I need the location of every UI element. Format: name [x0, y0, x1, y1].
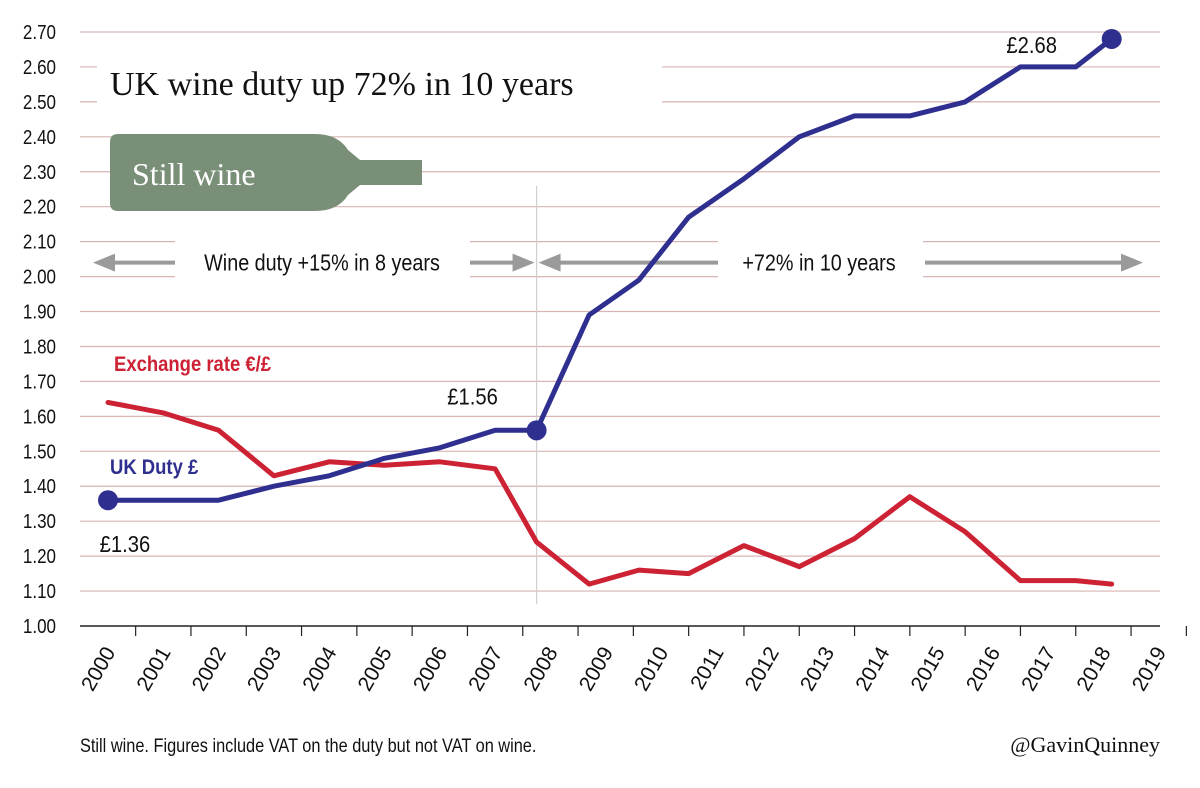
marker-labels: £1.36 £1.56 £2.68 — [100, 32, 1057, 558]
period2-label: +72% in 10 years — [742, 250, 895, 276]
x-tick-label: 2000 — [77, 643, 120, 695]
series-line-exchange-rate — [105, 399, 1115, 587]
period-annotations: Wine duty +15% in 8 years +72% in 10 year… — [93, 186, 1143, 604]
x-axis-tick-labels: 2000 2001 2002 2003 2004 2005 2006 2007 2008 2009… — [77, 643, 1171, 695]
y-tick-label: 1.30 — [23, 510, 56, 533]
y-tick-label: 1.80 — [23, 335, 56, 358]
title-background — [97, 58, 662, 108]
period2-left-arrowhead — [538, 253, 561, 272]
footnote: Still wine. Figures include VAT on the d… — [80, 735, 536, 756]
marker-dots — [98, 28, 1122, 511]
series-line-uk-duty — [105, 36, 1115, 503]
y-tick-label: 2.60 — [23, 56, 56, 79]
x-tick-label: 2013 — [796, 643, 839, 695]
x-tick-label: 2007 — [464, 643, 507, 695]
duty-marker-label: £1.36 — [100, 531, 151, 558]
chart-title: UK wine duty up 72% in 10 years — [110, 66, 574, 103]
x-tick-label: 2011 — [686, 643, 729, 694]
y-tick-label: 1.50 — [23, 440, 56, 463]
duty-marker-label: £2.68 — [1006, 32, 1057, 59]
x-tick-label: 2008 — [519, 643, 562, 695]
x-tick-label: 2015 — [907, 643, 950, 695]
y-axis-tick-labels: 1.00 1.10 1.20 1.30 1.40 1.50 1.60 1.70 1.80 1.90… — [23, 21, 56, 638]
x-tick-label: 2003 — [243, 643, 286, 695]
x-tick-label: 2006 — [409, 643, 452, 695]
y-tick-label: 1.00 — [23, 615, 56, 638]
duty-marker-dot — [526, 420, 547, 441]
y-tick-label: 1.70 — [23, 370, 56, 393]
x-tick-label: 2009 — [575, 643, 618, 695]
x-tick-label: 2002 — [188, 643, 231, 695]
period1-left-arrowhead — [93, 253, 115, 272]
y-tick-label: 2.00 — [23, 265, 56, 288]
y-tick-label: 2.20 — [23, 195, 56, 218]
badge-label: Still wine — [132, 156, 256, 192]
period2-right-arrowhead — [1121, 253, 1143, 272]
duty-marker-dot — [1101, 28, 1122, 49]
credit: @GavinQuinney — [1010, 732, 1160, 757]
y-tick-label: 1.90 — [23, 300, 56, 323]
y-tick-label: 2.30 — [23, 160, 56, 183]
x-tick-label: 2016 — [962, 643, 1005, 695]
x-tick-label: 2001 — [132, 643, 175, 695]
x-tick-label: 2019 — [1128, 643, 1171, 695]
y-tick-label: 2.40 — [23, 126, 56, 149]
x-tick-label: 2012 — [741, 643, 784, 695]
y-tick-label: 2.10 — [23, 230, 56, 253]
x-tick-label: 2018 — [1072, 643, 1115, 695]
period1-right-arrowhead — [512, 253, 535, 272]
x-tick-label: 2004 — [298, 643, 341, 695]
y-tick-label: 1.20 — [23, 545, 56, 568]
still-wine-badge: Still wine — [110, 134, 422, 211]
y-tick-label: 2.50 — [23, 91, 56, 114]
series-lines — [105, 36, 1115, 587]
x-tick-label: 2014 — [851, 643, 894, 695]
x-tick-label: 2017 — [1017, 643, 1060, 695]
period1-label-bg — [175, 240, 470, 281]
x-tick-label: 2005 — [354, 643, 397, 695]
x-tick-label: 2010 — [630, 643, 673, 695]
y-tick-label: 2.70 — [23, 21, 56, 44]
chart-gridlines — [80, 31, 1160, 592]
x-axis — [80, 625, 1187, 636]
duty-marker-label: £1.56 — [447, 383, 498, 410]
y-tick-label: 1.40 — [23, 475, 56, 498]
legend-exchange-rate: Exchange rate €/£ — [114, 353, 271, 376]
period2-label-bg — [718, 240, 923, 281]
legend-uk-duty: UK Duty £ — [110, 456, 198, 479]
wine-bottle-icon — [110, 134, 422, 211]
y-tick-label: 1.60 — [23, 405, 56, 428]
duty-marker-dot — [98, 490, 118, 511]
y-tick-label: 1.10 — [23, 580, 56, 603]
period1-label: Wine duty +15% in 8 years — [204, 250, 440, 276]
